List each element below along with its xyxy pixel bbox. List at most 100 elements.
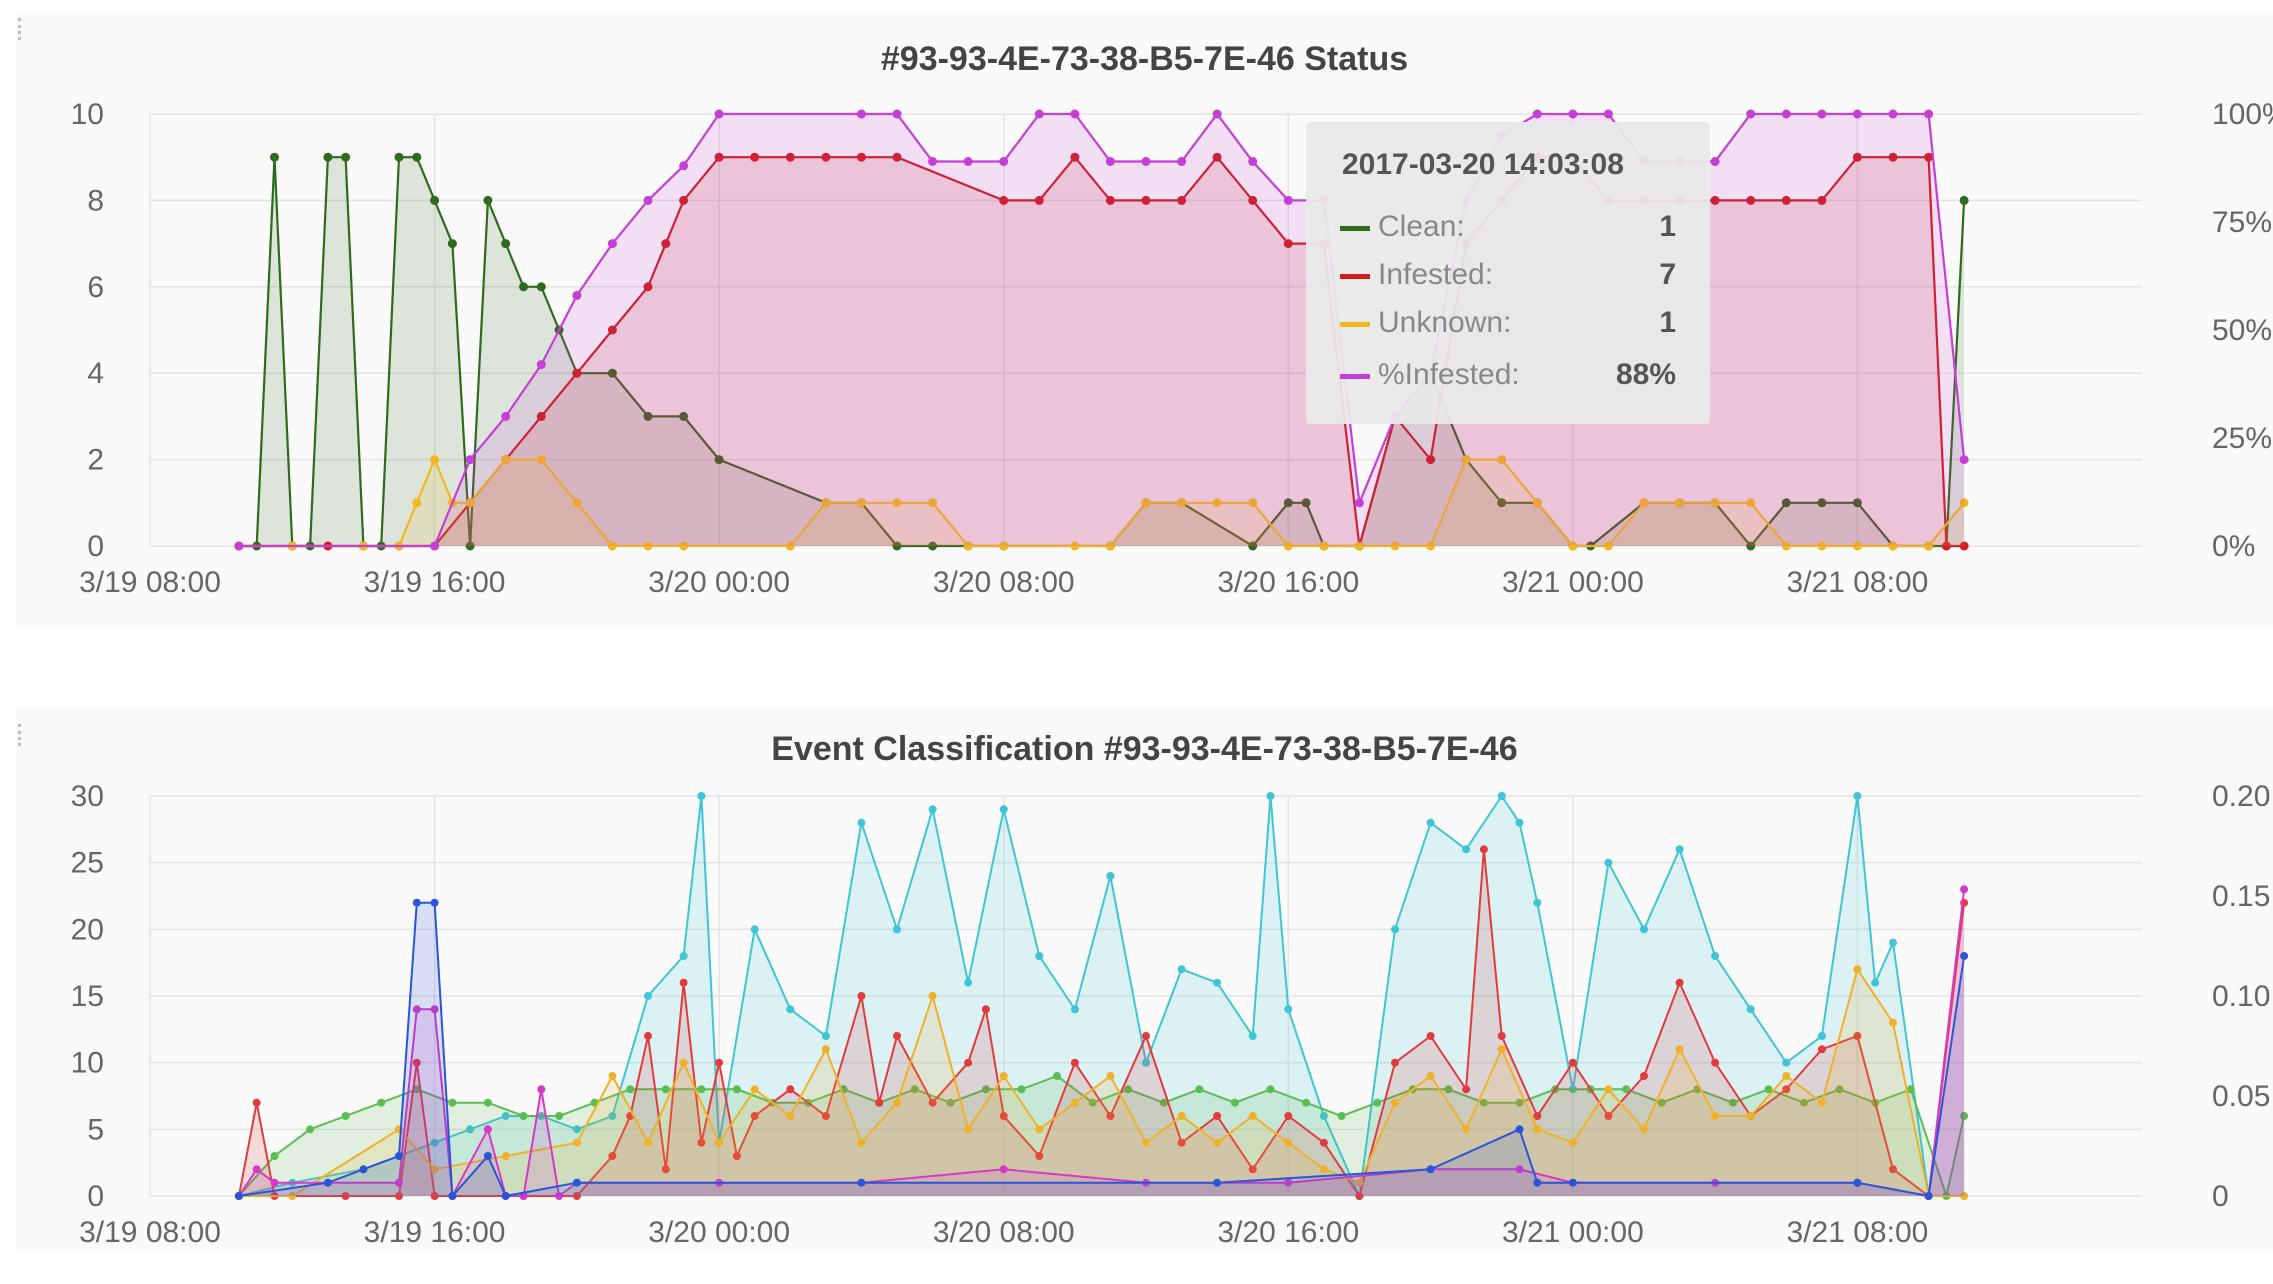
ev-red-point [341, 1192, 350, 1200]
panel-drag-handle[interactable] [18, 724, 27, 746]
clean-point [1248, 541, 1258, 551]
ev-green-point [1800, 1098, 1809, 1107]
ev-yellow-point [1711, 1112, 1720, 1120]
ev-red-point [999, 1112, 1008, 1120]
infested-point [892, 152, 902, 162]
ev-red-point [1177, 1138, 1186, 1147]
ev-green-point [732, 1085, 741, 1094]
unknown-point [1675, 498, 1685, 508]
ev-yellow-point [1213, 1138, 1222, 1147]
ev-red-point [1889, 1165, 1897, 1174]
-infested-point [963, 157, 973, 166]
ev-yellow-point [857, 1138, 866, 1147]
x-tick-label: 3/19 16:00 [364, 1216, 506, 1249]
clean-point [323, 152, 333, 162]
-infested-point [1746, 109, 1756, 119]
ev-cyan-point [1462, 845, 1471, 854]
panel-drag-handle[interactable] [18, 18, 27, 40]
unknown-point [785, 541, 795, 551]
unknown-point [572, 498, 582, 508]
infested-point [1959, 541, 1969, 551]
unknown-point [1603, 541, 1613, 551]
ev-yellow-point [1497, 1045, 1506, 1054]
unknown-point [856, 498, 866, 508]
ev-green-point [1266, 1085, 1275, 1094]
unknown-point [607, 541, 617, 551]
ev-yellow-point [1355, 1178, 1364, 1187]
ev-cyan-point [1391, 925, 1399, 934]
ev-red-point [412, 1058, 421, 1067]
ev-red-point [1426, 1032, 1435, 1040]
ev-red-point [981, 1005, 990, 1014]
ev-cyan-point [999, 805, 1008, 814]
-infested-point [234, 541, 244, 551]
-infested-point [1070, 109, 1080, 119]
x-tick-label: 3/20 16:00 [1217, 1216, 1359, 1249]
infested-point [1710, 195, 1720, 205]
y-tick-label: 6 [87, 271, 104, 304]
ev-cyan-point [1782, 1058, 1791, 1067]
infested-point [661, 239, 671, 249]
ev-green-point [555, 1112, 564, 1120]
clean-point [501, 239, 511, 249]
ev-cyan-point [1266, 792, 1275, 800]
unknown-point [643, 541, 653, 551]
ev-red-point [1533, 1112, 1542, 1120]
ev-green-point [910, 1085, 919, 1094]
clean-point [892, 541, 902, 551]
ev-magenta-point [252, 1165, 261, 1174]
unknown-area [238, 459, 1965, 546]
infested-swatch [1340, 274, 1370, 279]
ev-green-point [412, 1085, 421, 1094]
unknown-point [1639, 498, 1649, 508]
ev-yellow-point [1319, 1165, 1328, 1174]
event-chart[interactable]: 0 5 10 15 20 25 30 0 0.05 0.10 0.15 0.20 3/19 08:00 3… [16, 706, 2273, 1252]
ev-yellow-point [750, 1085, 759, 1094]
infested-point [1817, 195, 1827, 205]
ev-red-point [1248, 1165, 1257, 1174]
-infested-point [607, 239, 617, 249]
ev-green-point [1515, 1098, 1524, 1107]
y-tick-label: 8 [87, 184, 104, 217]
x-tick-label: 3/20 16:00 [1217, 566, 1359, 599]
-infested-point [430, 541, 440, 551]
ev-green-point [661, 1085, 670, 1094]
tooltip-row-pct-infested: %Infested: 88% [1340, 356, 1676, 396]
unknown-swatch [1340, 322, 1370, 327]
ev-red-point [893, 1032, 901, 1040]
tooltip-value: 7 [1659, 258, 1676, 291]
x-tick-label: 3/20 00:00 [648, 1216, 790, 1249]
-infested-point [679, 161, 689, 171]
unknown-point [430, 455, 440, 465]
y-tick-label: 0 [87, 530, 104, 563]
ev-yellow-point [608, 1072, 617, 1080]
infested-point [1034, 195, 1044, 205]
ev-yellow-point [786, 1112, 795, 1120]
tooltip-time: 2017-03-20 14:03:08 [1342, 148, 1624, 181]
ev-cyan-point [1533, 898, 1542, 907]
ev-red-point [1497, 1032, 1506, 1040]
clean-point [1781, 498, 1791, 508]
y2-tick-label: 25% [2212, 422, 2272, 455]
ev-red-point [786, 1085, 795, 1094]
ev-red-point [697, 1138, 706, 1147]
ev-blue-point [1533, 1178, 1542, 1187]
ev-cyan-point [608, 1112, 617, 1120]
ev-cyan-point [964, 978, 973, 987]
y2-tick-label: 0% [2212, 530, 2255, 563]
ev-cyan-point [1889, 938, 1897, 947]
unknown-point [1817, 541, 1827, 551]
ev-cyan-point [697, 792, 706, 800]
ev-cyan-area [238, 796, 1965, 1196]
ev-cyan-point [1497, 792, 1506, 800]
infested-point [821, 152, 831, 162]
ev-red-point [1675, 978, 1684, 987]
infested-point [856, 152, 866, 162]
x-tick-label: 3/19 08:00 [79, 566, 221, 599]
infested-point [1070, 152, 1080, 162]
x-tick-label: 3/19 16:00 [364, 566, 506, 599]
y-tick-label: 10 [71, 1047, 104, 1080]
ev-blue-point [448, 1192, 457, 1200]
ev-cyan-point [750, 925, 759, 934]
